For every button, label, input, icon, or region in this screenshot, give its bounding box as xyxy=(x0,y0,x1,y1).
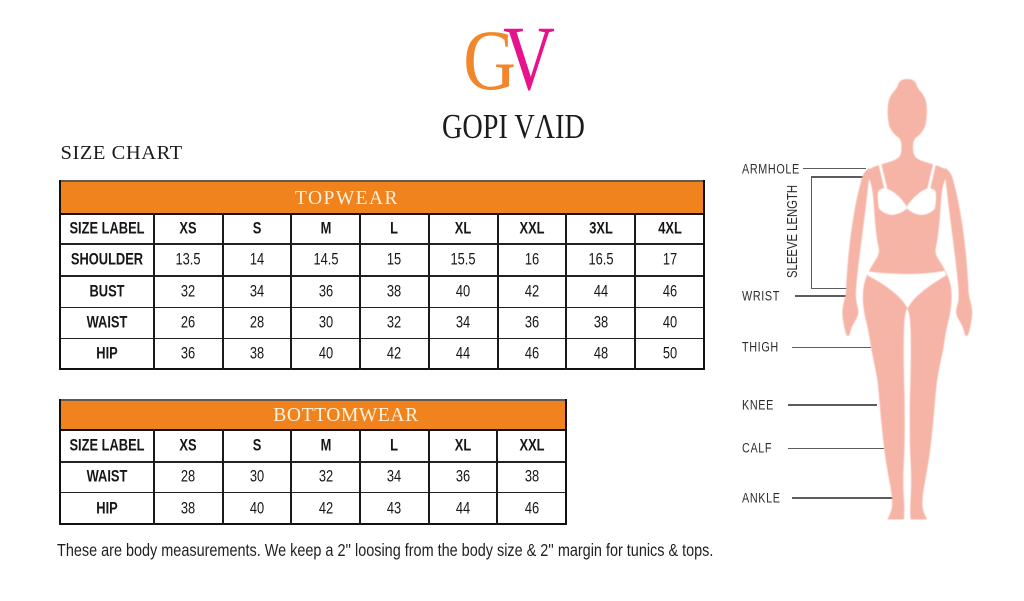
svg-text:V: V xyxy=(503,18,555,98)
svg-text:GOPI VΛID: GOPI VΛID xyxy=(442,107,585,145)
svg-text:G: G xyxy=(463,18,516,98)
